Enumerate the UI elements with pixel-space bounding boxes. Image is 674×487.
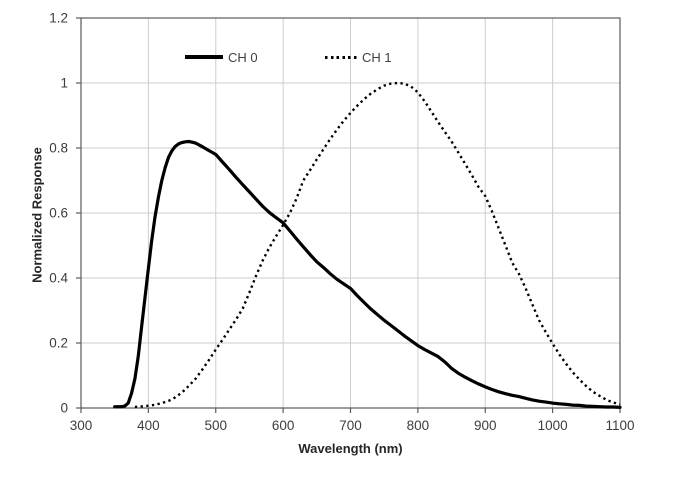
- x-tick-label: 800: [407, 418, 430, 433]
- series-curve-ch1: [134, 81, 621, 409]
- x-axis-title: Wavelength (nm): [298, 441, 403, 456]
- y-axis-title: Normalized Response: [29, 147, 45, 283]
- y-tick-label: 0.8: [49, 141, 68, 156]
- x-tick-label: 900: [474, 418, 497, 433]
- x-tick-label: 300: [70, 418, 93, 433]
- x-tick-label: 400: [137, 418, 160, 433]
- legend-item-ch1: CH 1: [325, 49, 392, 65]
- x-tick-label: 500: [204, 418, 227, 433]
- y-tick-label: 0: [60, 401, 68, 416]
- legend-label-ch1: CH 1: [362, 49, 392, 65]
- x-tick-label: 1000: [538, 418, 568, 433]
- y-tick-label: 0.6: [49, 206, 68, 221]
- x-tick-label: 600: [272, 418, 295, 433]
- y-tick-label: 1: [60, 76, 68, 91]
- y-tick-label: 1.2: [49, 11, 68, 26]
- x-tick-label: 1100: [605, 418, 634, 433]
- x-tick-label: 700: [339, 418, 362, 433]
- series-curve-ch0: [113, 139, 622, 409]
- ch1-dotted-line-sample: [325, 55, 357, 59]
- ch0-solid-line-sample: [185, 55, 223, 59]
- y-tick-label: 0.4: [49, 271, 68, 286]
- legend-label-ch0: CH 0: [228, 49, 258, 65]
- legend-item-ch0: CH 0: [185, 49, 258, 65]
- y-tick-label: 0.2: [49, 336, 68, 351]
